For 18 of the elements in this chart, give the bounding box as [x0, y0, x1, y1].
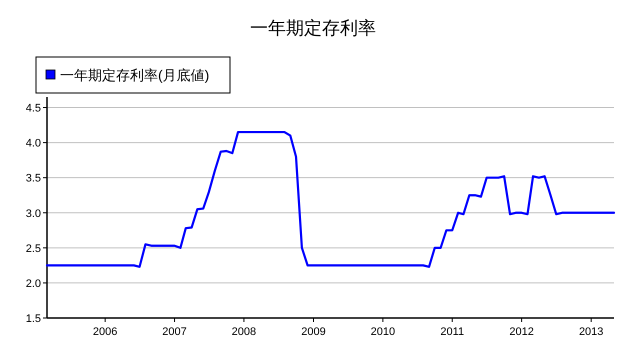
y-tick-label: 2.5	[26, 242, 41, 255]
legend: 一年期定存利率(月底値)	[36, 56, 230, 94]
x-tick-label: 2009	[301, 326, 326, 338]
x-tick-label: 2013	[578, 326, 604, 338]
y-tick-label: 3.5	[26, 172, 41, 185]
x-tick-label: 2011	[440, 326, 464, 338]
x-tick-label: 2010	[370, 326, 396, 338]
x-tick-label: 2008	[232, 326, 256, 338]
y-tick-label: 3.0	[26, 208, 41, 220]
y-tick-label: 2.0	[26, 278, 41, 290]
legend-label: 一年期定存利率(月底値)	[60, 67, 210, 83]
chart-title: 一年期定存利率	[250, 18, 376, 38]
y-tick-label: 4.5	[26, 102, 41, 115]
x-tick-label: 2012	[509, 326, 534, 338]
y-tick-label: 1.5	[26, 313, 41, 325]
y-tick-label: 4.0	[26, 138, 41, 150]
x-tick-label: 2006	[92, 326, 118, 338]
x-tick-label: 2007	[162, 326, 187, 338]
